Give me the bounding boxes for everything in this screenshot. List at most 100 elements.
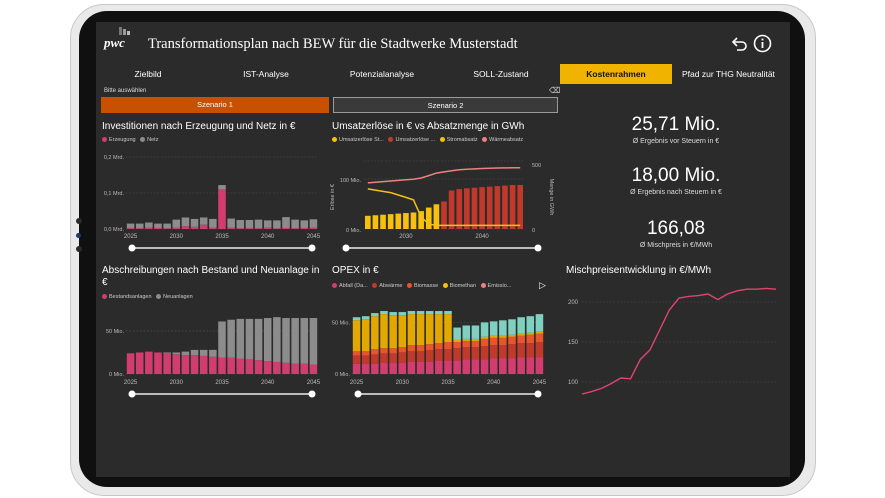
- tab-kostenrahmen[interactable]: Kostenrahmen: [560, 64, 672, 84]
- opex-bar: [453, 339, 461, 342]
- invest-bar: [135, 228, 144, 229]
- scenario-1-button[interactable]: Szenario 1: [101, 97, 329, 113]
- opex-bar: [380, 362, 388, 374]
- opex-bar: [389, 348, 397, 354]
- opex-bar: [462, 338, 471, 341]
- umsatz-bar: [365, 215, 371, 229]
- invest-range-slider-handle-end[interactable]: [308, 244, 316, 252]
- invest-bar: [163, 223, 171, 229]
- opex-bar: [398, 347, 407, 353]
- camera-dot-2: [76, 246, 82, 252]
- opex-bar: [398, 362, 407, 374]
- abschr-bar: [273, 361, 281, 374]
- opex-bar: [416, 314, 425, 346]
- opex-xtick: 2035: [441, 380, 455, 386]
- info-icon[interactable]: [753, 34, 772, 53]
- opex-bar: [526, 332, 535, 335]
- opex-bar: [480, 336, 489, 339]
- dashboard-screen: pwc Transformationsplan nach BEW für die…: [96, 22, 790, 477]
- eraser-icon[interactable]: ⌫: [549, 86, 561, 95]
- scenario-2-button[interactable]: Szenario 2: [333, 97, 558, 113]
- opex-legend-3: Biomethan: [449, 283, 477, 289]
- tab-ist-analyse[interactable]: IST-Analyse: [243, 69, 289, 79]
- invest-bar: [172, 227, 181, 229]
- tab-potenzialanalyse[interactable]: Potenzialanalyse: [349, 69, 415, 79]
- opex-ytick: 50 Mio.: [332, 320, 351, 326]
- abschr-bar: [126, 353, 135, 374]
- invest-range-slider-handle-start[interactable]: [128, 244, 136, 252]
- opex-bar: [352, 363, 361, 374]
- opex-bar: [489, 337, 498, 346]
- umsatz-bar: [448, 190, 455, 229]
- opex-bar: [380, 353, 388, 363]
- misch-chart-title: Mischpreisentwicklung in €/MWh: [566, 265, 712, 276]
- invest-bar: [209, 218, 217, 228]
- misch-ytick: 200: [568, 300, 579, 306]
- abschr-bar: [209, 349, 217, 357]
- opex-bar: [508, 358, 516, 374]
- abschr-range-slider-handle-end[interactable]: [308, 390, 316, 398]
- undo-icon[interactable]: [730, 35, 748, 53]
- opex-bar: [435, 349, 443, 361]
- opex-bar: [444, 342, 452, 350]
- tab-zielbild[interactable]: Zielbild: [134, 69, 162, 79]
- opex-bar: [499, 345, 507, 359]
- invest-bar: [291, 219, 299, 229]
- invest-bar: [190, 218, 199, 227]
- umsatz-bar: [464, 188, 470, 229]
- opex-bar: [416, 311, 425, 315]
- umsatz-bar: [509, 185, 516, 229]
- opex-bar: [416, 345, 425, 352]
- abschr-xtick: 2035: [215, 380, 229, 386]
- abschr-chart-title: Abschreibungen nach Bestand und Neuanlag…: [102, 265, 320, 288]
- umsatz-bar: [517, 185, 523, 229]
- opex-bar: [453, 327, 461, 340]
- opex-bar: [517, 343, 525, 358]
- misch-chart: 1001502002025203020352040204: [568, 287, 777, 395]
- abschr-bar: [227, 319, 235, 358]
- opex-bar: [453, 348, 461, 361]
- abschr-range-slider-handle-start[interactable]: [128, 390, 136, 398]
- umsatz-ytick: 100 Mio.: [340, 178, 362, 184]
- umsatz-bar: [456, 189, 463, 229]
- abschr-bar: [236, 318, 245, 359]
- opex-bar: [517, 333, 525, 336]
- tab-pfad-thg[interactable]: Pfad zur THG Neutralität: [682, 69, 775, 79]
- umsatz-bar: [486, 186, 493, 229]
- abschr-bar: [291, 363, 299, 374]
- opex-bar: [535, 342, 544, 358]
- opex-bar: [352, 355, 361, 364]
- invest-bar: [227, 227, 235, 229]
- opex-bar: [435, 343, 443, 350]
- opex-range-slider-handle-end[interactable]: [534, 390, 542, 398]
- opex-bar: [471, 347, 480, 360]
- abschr-bar: [172, 354, 181, 374]
- opex-bar: [526, 316, 535, 333]
- umsatz-bar: [372, 215, 379, 229]
- invest-bar: [209, 227, 217, 229]
- scenario-prompt: Bitte auswählen: [104, 88, 147, 94]
- opex-bar: [371, 316, 379, 350]
- opex-bar: [407, 351, 416, 362]
- tab-soll-zustand[interactable]: SOLL-Zustand: [473, 69, 529, 79]
- opex-bar: [462, 359, 471, 374]
- invest-bar: [282, 217, 290, 228]
- invest-bar: [254, 228, 263, 229]
- invest-legend-erzeugung: Erzeugung: [109, 137, 136, 143]
- kpi-ebt-label: Ø Ergebnis vor Steuern in €: [632, 138, 720, 145]
- abschr-bar: [282, 362, 290, 374]
- opex-range-slider-handle-start[interactable]: [354, 390, 362, 398]
- legend-next-icon[interactable]: ▷: [539, 280, 546, 290]
- umsatz-range-slider-handle-end[interactable]: [534, 244, 542, 252]
- invest-xtick: 2040: [261, 234, 275, 240]
- umsatz-range-slider-handle-start[interactable]: [342, 244, 350, 252]
- invest-bar: [245, 220, 254, 228]
- umsatz-bar: [441, 201, 447, 229]
- invest-bar: [145, 222, 153, 228]
- opex-bar: [499, 320, 507, 336]
- opex-xtick: 2040: [487, 380, 501, 386]
- invest-bar: [126, 223, 135, 228]
- umsatz-ylabel: Erlöse in €: [330, 184, 336, 210]
- abschr-legend-neu: Neuanlagen: [163, 294, 193, 300]
- opex-bar: [389, 312, 397, 316]
